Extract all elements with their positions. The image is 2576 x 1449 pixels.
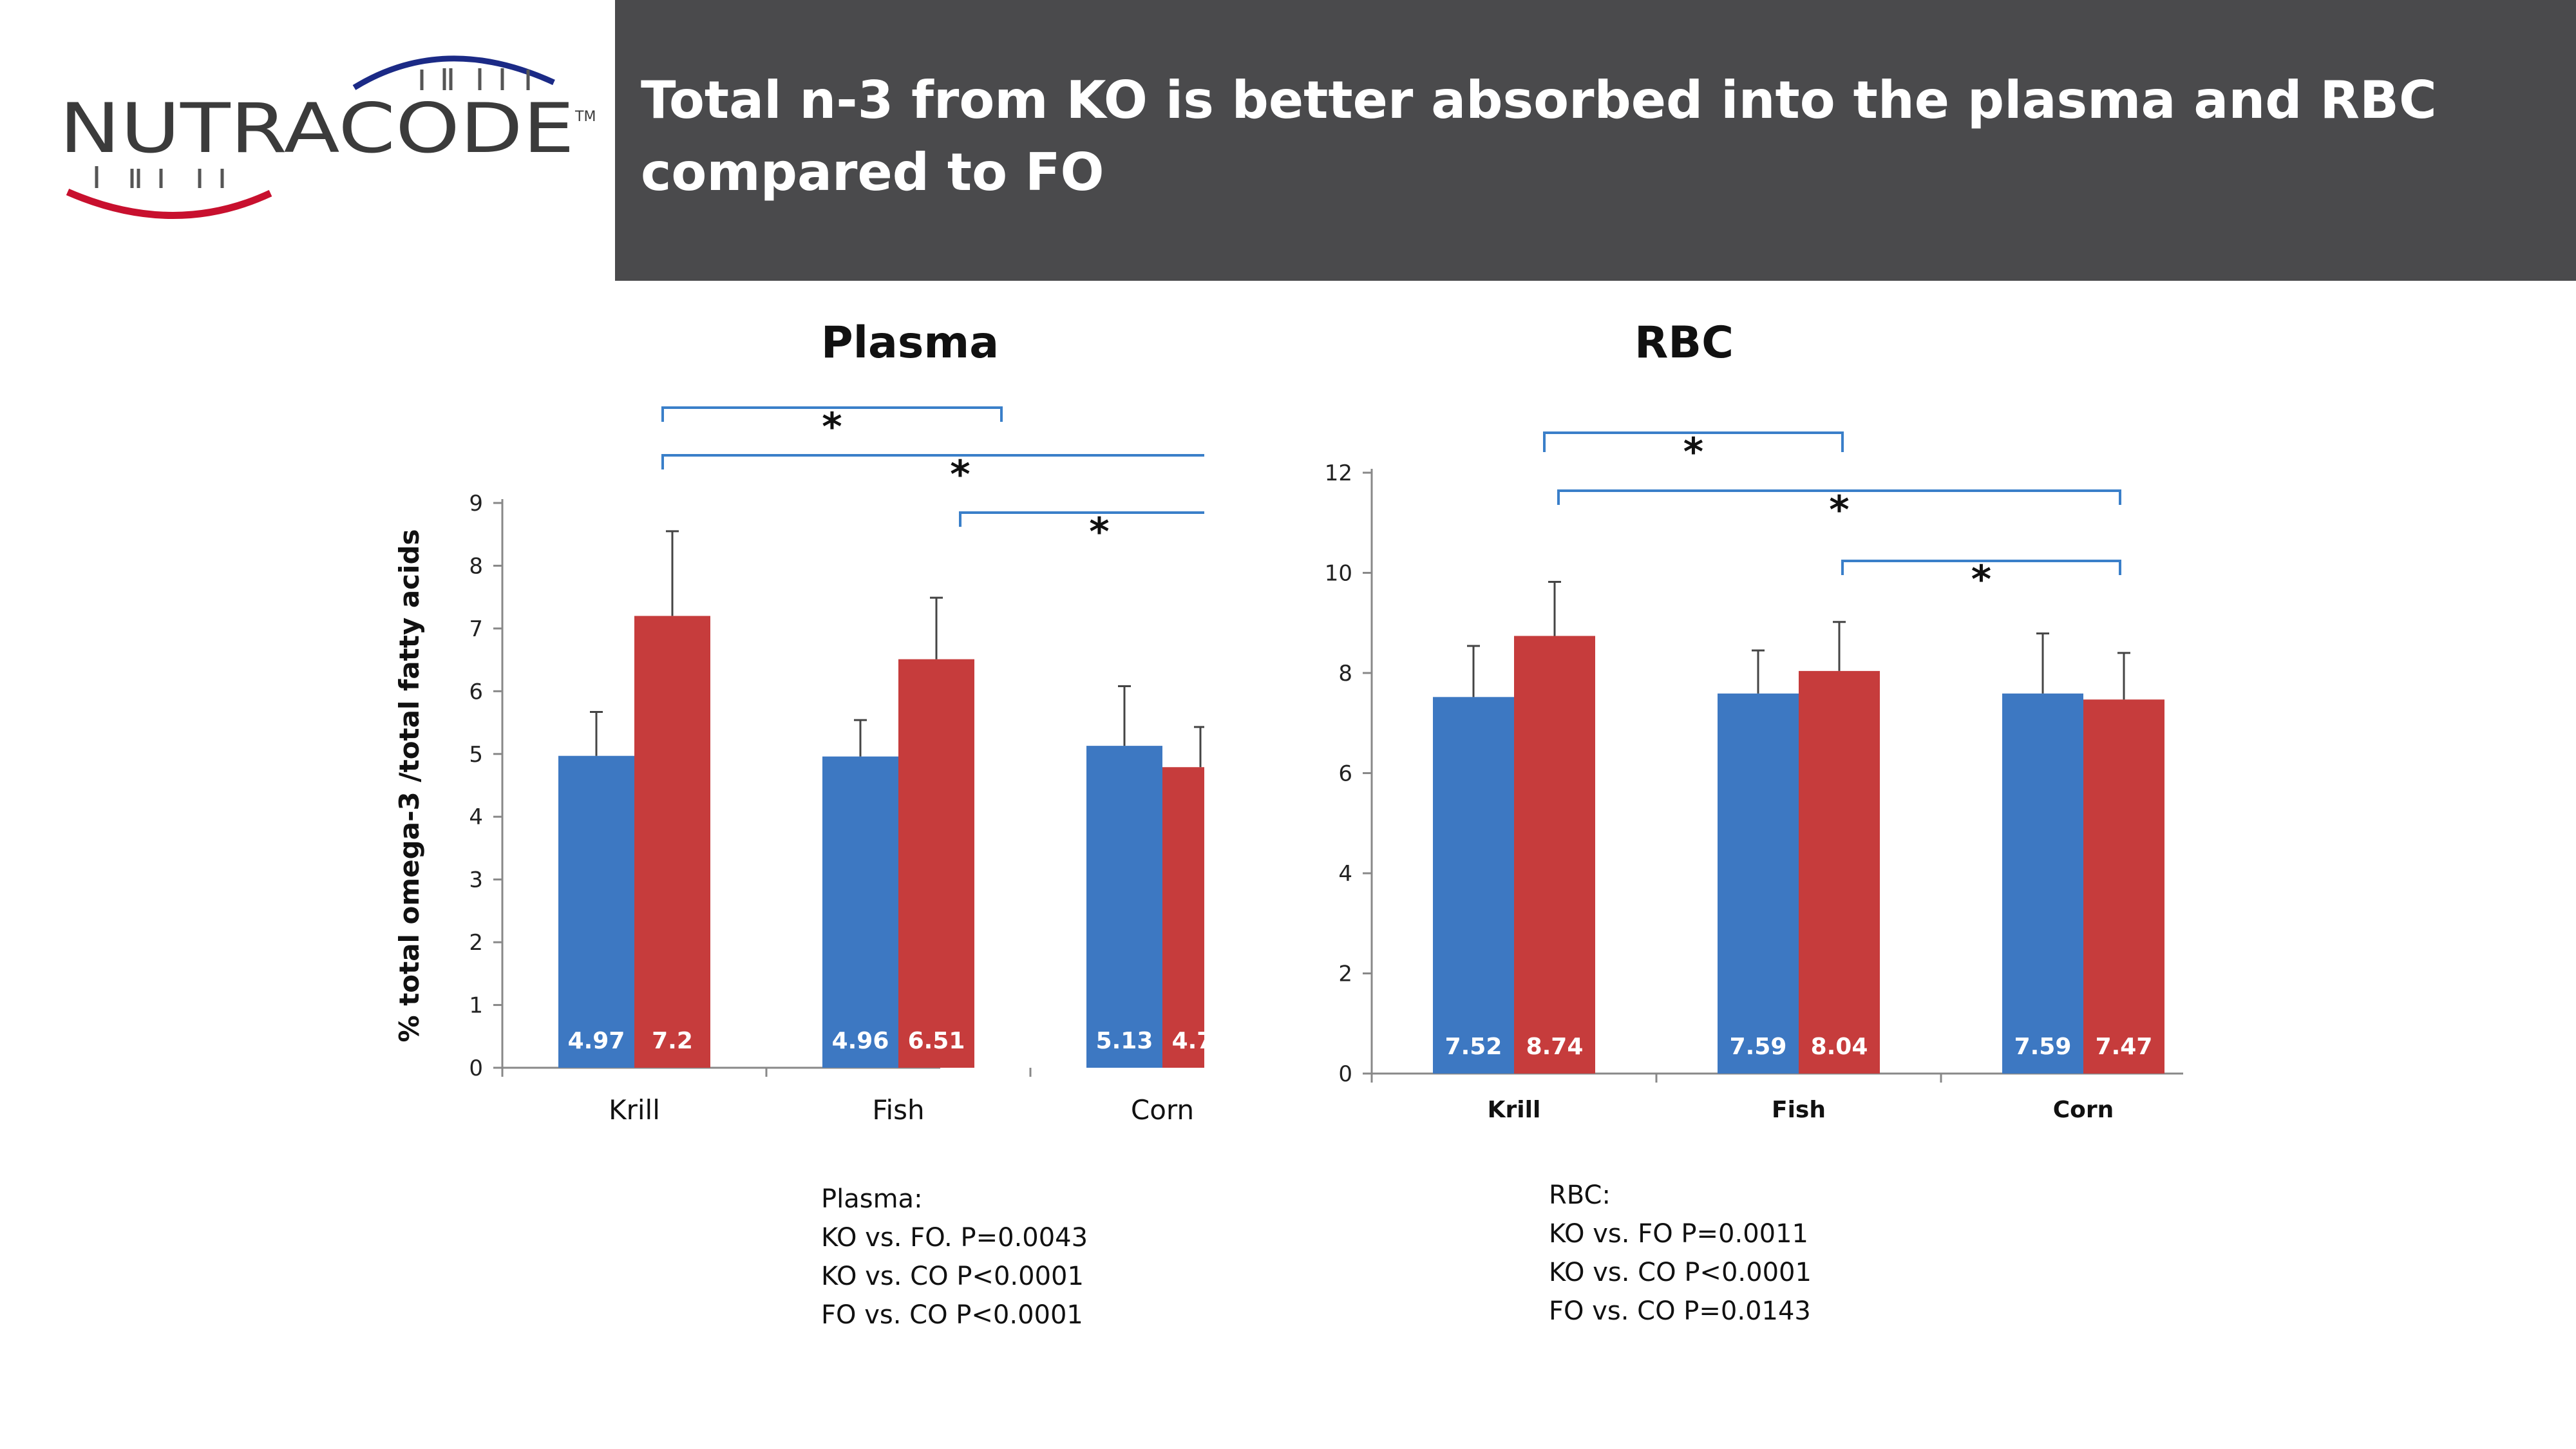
- plasma-bar: [822, 756, 898, 1068]
- plasma-bar: [558, 755, 634, 1068]
- rbc-y-tick-label: 10: [1325, 561, 1352, 587]
- rbc-significance-star: *: [1829, 488, 1849, 533]
- plasma-significance-bracket: [959, 511, 1204, 527]
- rbc-y-tick-label: 2: [1338, 961, 1352, 987]
- rbc-y-tick-label: 6: [1338, 761, 1352, 787]
- logo-upper-ticks: [420, 68, 530, 90]
- rbc-bar: [1514, 636, 1595, 1074]
- plasma-y-tick-label: 7: [469, 616, 483, 642]
- plasma-note-line: Plasma:: [821, 1184, 923, 1214]
- rbc-note-line: KO vs. CO P<0.0001: [1549, 1258, 1812, 1287]
- plasma-significance-bracket: [661, 454, 1204, 469]
- rbc-bar: [1433, 697, 1514, 1074]
- rbc-y-tick-label: 0: [1338, 1061, 1352, 1087]
- title-bar: Total n-3 from KO is better absorbed int…: [615, 0, 2576, 281]
- rbc-data-label: 7.59: [2014, 1034, 2072, 1060]
- rbc-bar: [2002, 693, 2083, 1074]
- plasma-y-tick-label: 1: [469, 993, 483, 1019]
- rbc-category-label: Fish: [1772, 1097, 1826, 1123]
- logo-upper-arc: [352, 55, 555, 90]
- rbc-chart-title: RBC: [1634, 317, 1734, 368]
- plasma-bar: [1086, 746, 1162, 1068]
- plasma-significance-star: *: [822, 404, 842, 450]
- plasma-bar: [898, 659, 974, 1068]
- plasma-y-tick-label: 8: [469, 553, 483, 579]
- plasma-category-label: Corn: [1131, 1094, 1194, 1126]
- plasma-category-label: Krill: [609, 1094, 660, 1126]
- rbc-note-line: RBC:: [1549, 1180, 1611, 1210]
- plasma-note-line: KO vs. FO. P=0.0043: [821, 1223, 1088, 1253]
- rbc-bar: [1799, 670, 1880, 1074]
- plasma-y-tick-label: 4: [469, 804, 483, 830]
- rbc-bar: [2083, 699, 2164, 1074]
- rbc-data-label: 7.59: [1730, 1034, 1787, 1060]
- plasma-y-tick-label: 0: [469, 1056, 483, 1081]
- rbc-stats-note: RBC: KO vs. FO P=0.0011 KO vs. CO P<0.00…: [1549, 1176, 1812, 1331]
- rbc-bar: [1718, 693, 1799, 1074]
- plasma-data-label: 5.13: [1096, 1028, 1153, 1054]
- rbc-data-label: 7.47: [2096, 1034, 2153, 1060]
- plasma-note-line: FO vs. CO P<0.0001: [821, 1300, 1083, 1330]
- logo-area: NUTRACODE TM: [0, 0, 615, 281]
- rbc-y-tick-label: 8: [1338, 661, 1352, 687]
- nutracode-logo: NUTRACODE TM: [59, 55, 596, 219]
- plasma-data-label: 6.51: [908, 1028, 965, 1054]
- rbc-significance-bracket: [1841, 560, 2121, 575]
- plasma-y-tick-label: 3: [469, 867, 483, 893]
- rbc-category-label: Krill: [1488, 1097, 1541, 1123]
- plasma-data-label: 4.97: [568, 1028, 625, 1054]
- rbc-significance-star: *: [1971, 557, 1991, 602]
- logo-wordmark: NUTRACODE: [59, 89, 574, 168]
- plasma-data-label: 7.2: [652, 1028, 693, 1054]
- logo-trademark: TM: [574, 109, 596, 125]
- plasma-bar: [634, 616, 710, 1068]
- plasma-category-label: Fish: [872, 1094, 924, 1126]
- rbc-data-label: 8.74: [1526, 1034, 1584, 1060]
- rbc-note-line: KO vs. FO P=0.0011: [1549, 1219, 1808, 1249]
- rbc-data-label: 8.04: [1811, 1034, 1868, 1060]
- plasma-y-tick-label: 9: [469, 491, 483, 516]
- rbc-y-tick-label: 12: [1325, 460, 1352, 486]
- plasma-y-axis-label: % total omega-3 /total fatty acids: [393, 529, 425, 1042]
- plasma-y-tick-label: 6: [469, 679, 483, 705]
- plasma-chart: Plasma % total omega-3 /total fatty acids…: [393, 317, 1204, 1126]
- logo-lower-arc: [66, 188, 272, 219]
- plasma-significance-star: *: [1089, 509, 1109, 554]
- rbc-significance-bracket: [1557, 489, 2121, 505]
- rbc-chart: RBC 0 2 4 6 8 10 12 7.52 8.74 Krill 7.59 8.04 Fish 7.5…: [1325, 317, 2183, 1123]
- plasma-data-label: 4.79: [1172, 1028, 1204, 1054]
- plasma-bar: [1162, 767, 1204, 1068]
- plasma-significance-bracket: [661, 406, 1003, 422]
- plasma-note-line: KO vs. CO P<0.0001: [821, 1262, 1084, 1291]
- rbc-note-line: FO vs. CO P=0.0143: [1549, 1296, 1811, 1326]
- plasma-data-label: 4.96: [832, 1028, 889, 1054]
- plasma-significance-star: *: [950, 452, 970, 497]
- plasma-y-tick-label: 2: [469, 930, 483, 956]
- plasma-stats-note: Plasma: KO vs. FO. P=0.0043 KO vs. CO P<…: [821, 1180, 1088, 1334]
- rbc-data-label: 7.52: [1445, 1034, 1502, 1060]
- logo-lower-ticks: [95, 166, 224, 188]
- plasma-y-tick-label: 5: [469, 742, 483, 768]
- rbc-y-tick-label: 4: [1338, 861, 1352, 887]
- rbc-significance-star: *: [1683, 430, 1703, 475]
- slide-title: Total n-3 from KO is better absorbed int…: [641, 70, 2437, 202]
- plasma-chart-title: Plasma: [821, 317, 999, 368]
- rbc-significance-bracket: [1543, 431, 1844, 452]
- rbc-category-label: Corn: [2053, 1097, 2114, 1123]
